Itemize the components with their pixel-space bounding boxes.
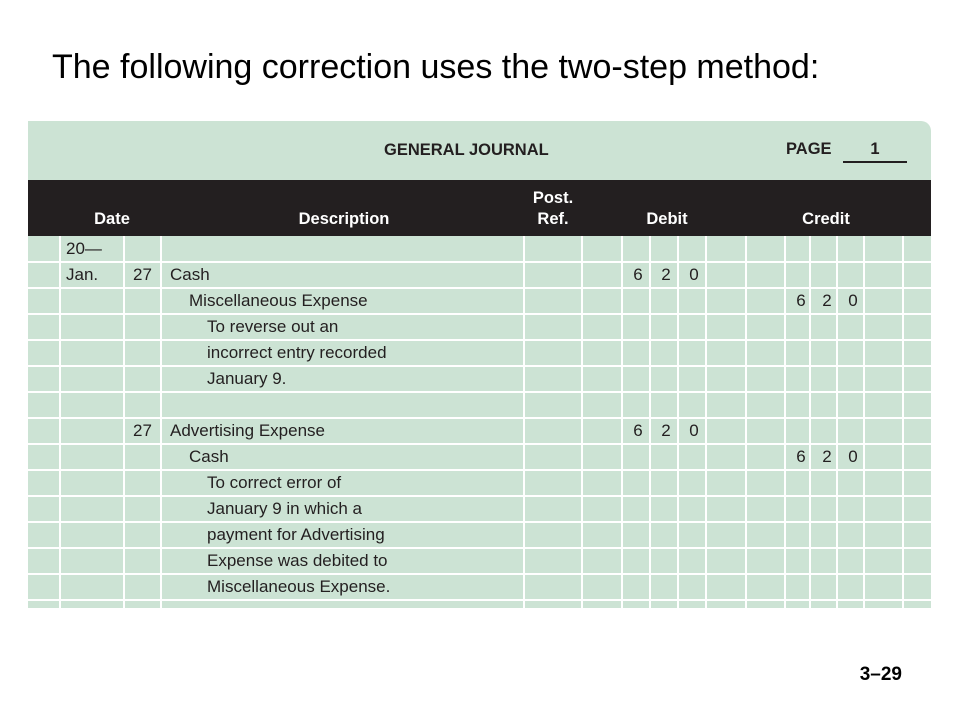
grid-row-rule: [28, 365, 931, 367]
entry-description: Cash: [170, 265, 210, 284]
credit-digit: 2: [822, 291, 832, 310]
debit-digit: 6: [633, 265, 643, 284]
credit-digit: 0: [848, 291, 858, 310]
debit-header: Debit: [646, 210, 688, 228]
grid-row-rule: [28, 469, 931, 471]
credit-digit: 6: [796, 447, 806, 466]
grid-column-rule: [705, 236, 707, 608]
grid-column-rule: [836, 236, 838, 608]
grid-row-rule: [28, 391, 931, 393]
grid-column-rule: [649, 236, 651, 608]
column-header-bar: Date Description Post. Ref. Debit Credit: [28, 180, 931, 236]
debit-digit: 0: [689, 421, 699, 440]
grid-row-rule: [28, 547, 931, 549]
grid-column-rule: [809, 236, 811, 608]
entry-description: incorrect entry recorded: [207, 343, 387, 362]
grid-row-rule: [28, 573, 931, 575]
slide-number: 3–29: [859, 664, 902, 685]
entry-day: 27: [133, 421, 152, 440]
entry-description: To reverse out an: [207, 317, 339, 336]
entry-description: payment for Advertising: [207, 525, 385, 544]
credit-digit: 6: [796, 291, 806, 310]
entry-month: 20—: [66, 239, 102, 258]
slide-title: The following correction uses the two-st…: [52, 48, 820, 86]
entry-description: Miscellaneous Expense.: [207, 577, 391, 596]
journal-title: GENERAL JOURNAL: [384, 141, 549, 159]
post-ref-header-line1: Post.: [532, 189, 574, 207]
grid-row-rule: [28, 339, 931, 341]
grid-column-rule: [745, 236, 747, 608]
entry-day: 27: [133, 265, 152, 284]
debit-digit: 2: [661, 265, 671, 284]
grid-column-rule: [523, 236, 525, 608]
grid-column-rule: [160, 236, 162, 608]
credit-digit: 0: [848, 447, 858, 466]
credit-header: Credit: [802, 210, 850, 228]
grid-row-rule: [28, 443, 931, 445]
debit-digit: 0: [689, 265, 699, 284]
page-label: PAGE: [786, 140, 832, 158]
grid-column-rule: [581, 236, 583, 608]
grid-column-rule: [902, 236, 904, 608]
grid-column-rule: [784, 236, 786, 608]
date-header: Date: [94, 210, 130, 228]
entry-month: Jan.: [66, 265, 99, 284]
grid-column-rule: [863, 236, 865, 608]
grid-row-rule: [28, 599, 931, 601]
entry-description: Expense was debited to: [207, 551, 388, 570]
page-number: 1: [843, 140, 907, 163]
grid-row-rule: [28, 417, 931, 419]
grid-row-rule: [28, 495, 931, 497]
post-ref-header-line2: Ref.: [537, 210, 569, 228]
entry-description: January 9 in which a: [207, 499, 362, 518]
grid-row-rule: [28, 287, 931, 289]
grid-column-rule: [123, 236, 125, 608]
journal-top: GENERAL JOURNAL PAGE 1: [28, 121, 931, 180]
entry-description: Miscellaneous Expense: [189, 291, 368, 310]
grid-row-rule: [28, 261, 931, 263]
grid-column-rule: [677, 236, 679, 608]
grid-row-rule: [28, 313, 931, 315]
entry-description: Advertising Expense: [170, 421, 325, 440]
general-journal: GENERAL JOURNAL PAGE 1 Date Description …: [28, 121, 931, 608]
debit-digit: 6: [633, 421, 643, 440]
grid-column-rule: [621, 236, 623, 608]
journal-grid: 20— Jan. 27 Cash 6 2 0 Miscellaneous Expense 6 2 0…: [28, 236, 931, 608]
description-header: Description: [298, 210, 390, 228]
entry-description: January 9.: [207, 369, 287, 388]
entry-description: To correct error of: [207, 473, 342, 492]
entry-description: Cash: [189, 447, 229, 466]
grid-row-rule: [28, 521, 931, 523]
credit-digit: 2: [822, 447, 832, 466]
grid-column-rule: [59, 236, 61, 608]
debit-digit: 2: [661, 421, 671, 440]
